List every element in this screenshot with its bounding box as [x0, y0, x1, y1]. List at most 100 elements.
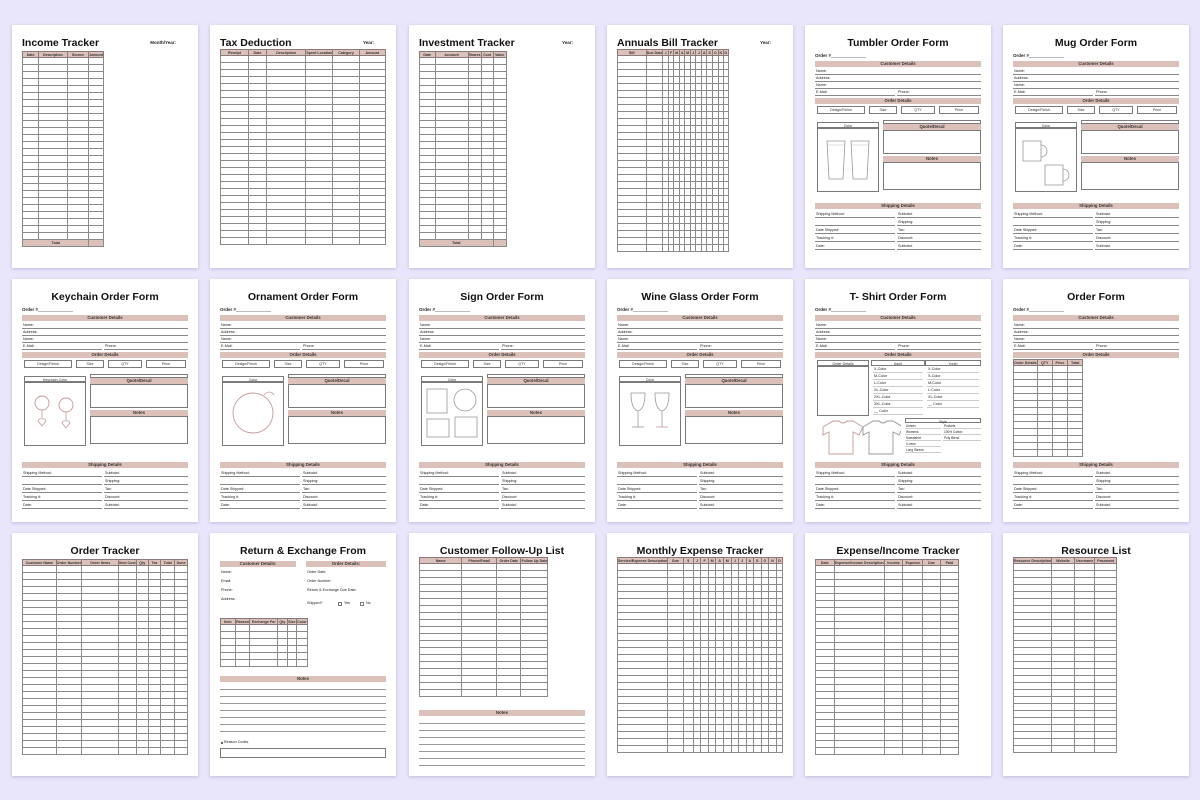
table-cell[interactable] — [730, 612, 740, 620]
table-cell[interactable] — [332, 76, 360, 84]
table-cell[interactable] — [760, 633, 770, 641]
form-field[interactable]: Subtotal: — [1095, 211, 1179, 218]
table-cell[interactable] — [332, 83, 360, 91]
table-cell[interactable] — [815, 579, 835, 587]
table-cell[interactable] — [707, 647, 717, 655]
table-cell[interactable] — [922, 628, 941, 636]
table-cell[interactable] — [753, 675, 762, 683]
table-cell[interactable] — [667, 703, 684, 711]
table-cell[interactable] — [22, 670, 57, 678]
table-cell[interactable] — [55, 705, 83, 713]
table-cell[interactable] — [617, 202, 647, 210]
table-cell[interactable] — [682, 563, 694, 571]
table-cell[interactable] — [939, 691, 960, 699]
table-cell[interactable] — [723, 209, 729, 217]
table-cell[interactable] — [434, 148, 469, 156]
table-cell[interactable] — [55, 684, 83, 692]
table-cell[interactable] — [135, 677, 149, 685]
table-cell[interactable] — [520, 647, 549, 655]
table-cell[interactable] — [1073, 563, 1096, 571]
table-cell[interactable] — [730, 584, 740, 592]
form-field[interactable]: Subtotal: — [897, 243, 981, 250]
form-field[interactable]: 100% Cotton — [943, 429, 981, 435]
table-cell[interactable] — [467, 141, 482, 149]
table-cell[interactable] — [81, 607, 120, 615]
table-cell[interactable] — [616, 682, 669, 690]
table-cell[interactable] — [738, 605, 747, 613]
table-cell[interactable] — [815, 719, 835, 727]
table-cell[interactable] — [419, 57, 436, 65]
table-cell[interactable] — [833, 565, 885, 573]
table-cell[interactable] — [147, 614, 162, 622]
table-cell[interactable] — [700, 703, 709, 711]
table-cell[interactable] — [730, 675, 740, 683]
table-cell[interactable] — [66, 169, 90, 177]
table-cell[interactable] — [1012, 731, 1053, 739]
order-option-box[interactable]: Size — [76, 360, 104, 368]
table-cell[interactable] — [939, 726, 960, 734]
table-cell[interactable] — [38, 127, 68, 135]
table-cell[interactable] — [220, 237, 249, 245]
table-cell[interactable] — [22, 726, 57, 734]
table-cell[interactable] — [88, 232, 104, 240]
table-cell[interactable] — [723, 216, 729, 224]
table-cell[interactable] — [1073, 724, 1096, 732]
table-cell[interactable] — [745, 584, 755, 592]
table-cell[interactable] — [434, 225, 469, 233]
table-cell[interactable] — [220, 188, 249, 196]
table-cell[interactable] — [1012, 605, 1053, 613]
table-cell[interactable] — [496, 647, 522, 655]
table-cell[interactable] — [939, 684, 960, 692]
table-cell[interactable] — [220, 230, 249, 238]
table-cell[interactable] — [768, 584, 777, 592]
table-cell[interactable] — [265, 167, 307, 175]
notes-line[interactable] — [419, 724, 585, 731]
table-cell[interactable] — [358, 125, 387, 133]
table-cell[interactable] — [305, 230, 334, 238]
table-cell[interactable] — [738, 682, 747, 690]
table-cell[interactable] — [760, 591, 770, 599]
table-cell[interactable] — [480, 127, 494, 135]
table-cell[interactable] — [296, 659, 308, 667]
table-cell[interactable] — [1073, 696, 1096, 704]
table-cell[interactable] — [1051, 647, 1075, 655]
form-field[interactable]: Tax: — [1095, 227, 1179, 234]
table-cell[interactable] — [617, 69, 647, 77]
table-cell[interactable] — [1013, 449, 1038, 457]
order-option-box[interactable]: Size — [274, 360, 302, 368]
table-cell[interactable] — [492, 71, 507, 79]
table-cell[interactable] — [760, 640, 770, 648]
table-cell[interactable] — [1073, 612, 1096, 620]
table-cell[interactable] — [21, 190, 40, 198]
table-cell[interactable] — [682, 605, 694, 613]
table-cell[interactable] — [753, 682, 762, 690]
table-cell[interactable] — [1051, 668, 1075, 676]
table-cell[interactable] — [88, 92, 104, 100]
table-cell[interactable] — [358, 202, 387, 210]
table-cell[interactable] — [81, 663, 120, 671]
table-cell[interactable] — [434, 99, 469, 107]
table-cell[interactable] — [730, 682, 740, 690]
form-field[interactable]: Discount: — [501, 494, 585, 501]
table-cell[interactable] — [520, 682, 549, 690]
table-cell[interactable] — [902, 572, 924, 580]
table-cell[interactable] — [492, 141, 507, 149]
table-cell[interactable] — [247, 237, 267, 245]
table-cell[interactable] — [247, 76, 267, 84]
table-cell[interactable] — [1051, 626, 1075, 634]
table-cell[interactable] — [692, 745, 702, 753]
table-cell[interactable] — [55, 621, 83, 629]
table-cell[interactable] — [492, 85, 507, 93]
table-cell[interactable] — [775, 570, 784, 578]
table-cell[interactable] — [55, 663, 83, 671]
table-cell[interactable] — [21, 99, 40, 107]
table-cell[interactable] — [922, 656, 941, 664]
table-cell[interactable] — [738, 570, 747, 578]
table-cell[interactable] — [722, 612, 732, 620]
table-cell[interactable] — [682, 598, 694, 606]
table-cell[interactable] — [247, 202, 267, 210]
table-cell[interactable] — [667, 668, 684, 676]
table-cell[interactable] — [467, 155, 482, 163]
table-cell[interactable] — [753, 577, 762, 585]
color-label-box[interactable]: Color — [619, 376, 681, 382]
